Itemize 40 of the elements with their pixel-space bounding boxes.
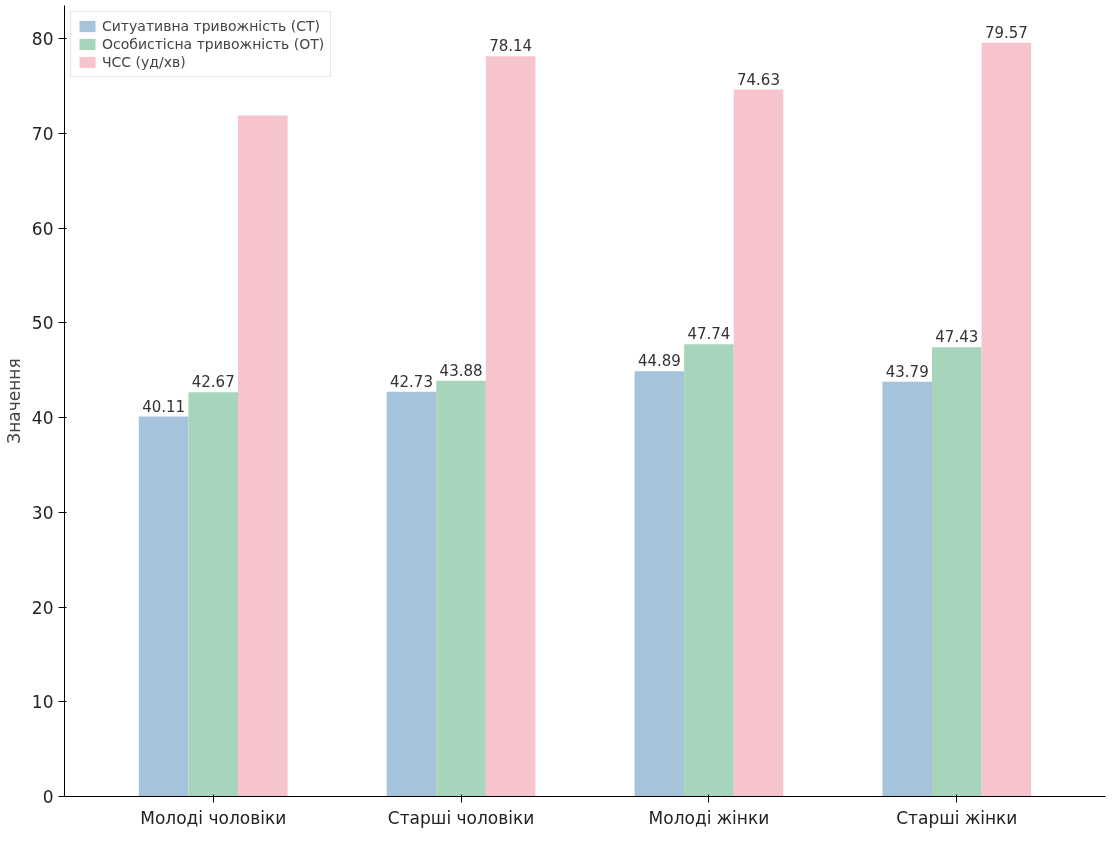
bar xyxy=(485,56,536,797)
y-tick-label: 40 xyxy=(31,408,54,429)
data-label: 79.57 xyxy=(984,23,1028,42)
y-tick-label: 60 xyxy=(31,218,54,239)
bar xyxy=(932,347,982,797)
bar xyxy=(238,115,288,797)
bar xyxy=(188,392,238,797)
y-axis-title: Значення xyxy=(3,358,24,444)
data-label: 43.79 xyxy=(885,362,929,381)
x-tick-label: Старші чоловіки xyxy=(387,807,535,828)
x-tick-label: Молоді жінки xyxy=(648,807,770,828)
y-tick-label: 70 xyxy=(31,123,54,144)
data-label: 44.89 xyxy=(637,352,681,371)
bar xyxy=(882,381,932,797)
data-label: 74.63 xyxy=(737,70,780,89)
y-tick-label: 20 xyxy=(31,597,54,618)
data-label: 47.43 xyxy=(935,328,979,347)
y-tick-label: 0 xyxy=(42,787,54,807)
x-tick-label: Старші жінки xyxy=(896,807,1018,828)
y-tick-label: 30 xyxy=(31,502,54,523)
bar xyxy=(634,371,685,797)
bar xyxy=(386,391,437,797)
bar xyxy=(138,416,189,797)
bar xyxy=(981,42,1032,797)
data-label: 40.11 xyxy=(142,397,186,416)
legend-label: ЧСС (уд/хв) xyxy=(102,54,186,70)
data-label: 47.74 xyxy=(687,325,731,344)
data-label: 42.73 xyxy=(390,372,433,391)
bar xyxy=(684,344,734,797)
data-label: 42.67 xyxy=(191,373,235,392)
legend-label: Ситуативна тривожність (СТ) xyxy=(102,18,320,34)
data-label: 43.88 xyxy=(439,361,483,380)
data-label: 78.14 xyxy=(489,37,533,56)
bar xyxy=(733,89,784,797)
y-tick-label: 50 xyxy=(31,313,54,334)
bar xyxy=(436,380,486,797)
y-tick-label: 80 xyxy=(31,29,54,50)
y-tick-label: 10 xyxy=(31,692,54,713)
x-tick-label: Молоді чоловіки xyxy=(140,807,287,828)
legend-label: Особистісна тривожність (ОТ) xyxy=(102,36,325,52)
